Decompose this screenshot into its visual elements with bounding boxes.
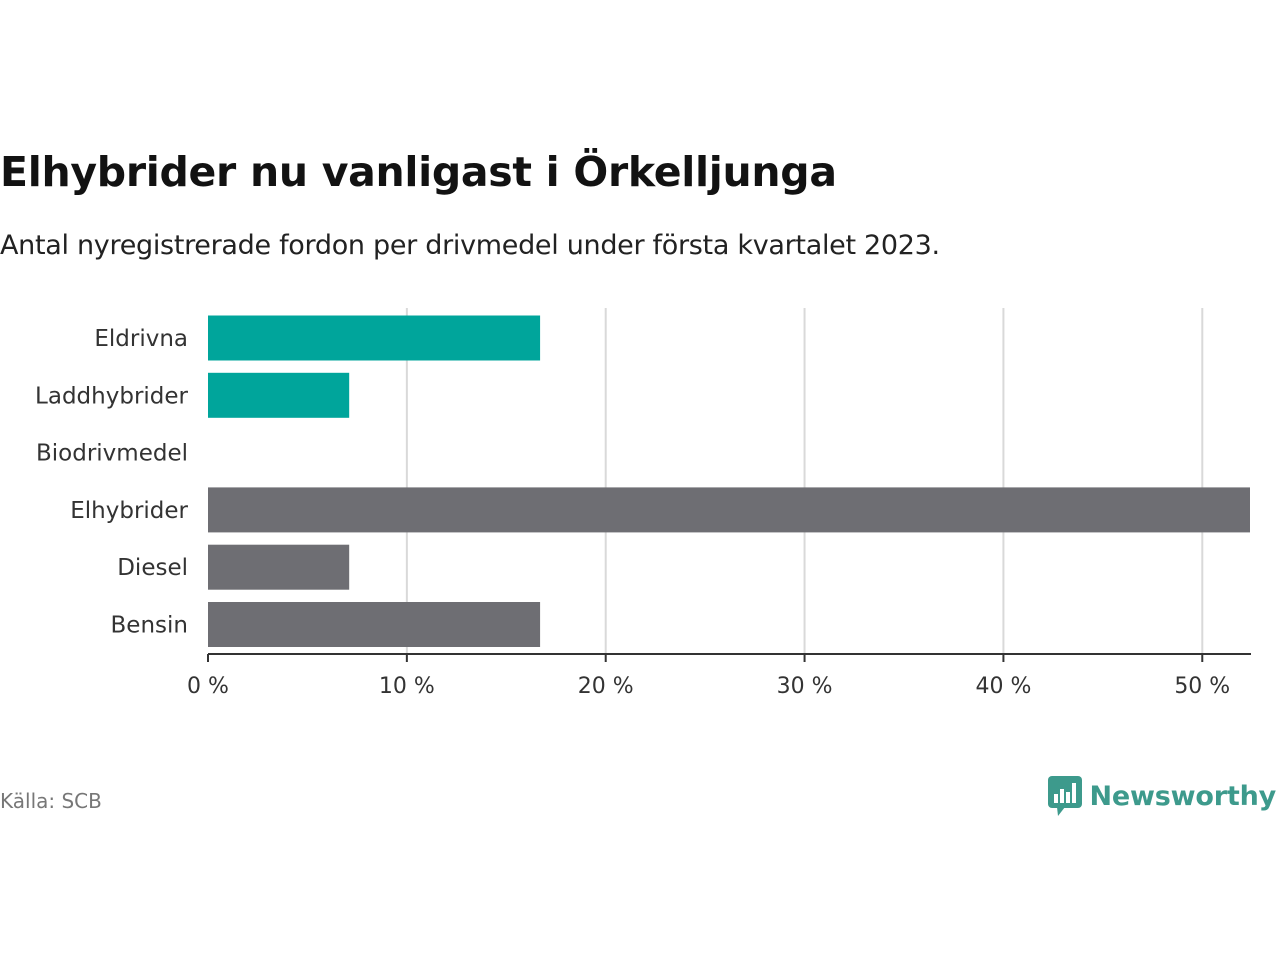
brand-name: Newsworthy bbox=[1089, 780, 1277, 812]
category-labels: Eldrivna Laddhybrider Biodrivmedel Elhybrid… bbox=[35, 326, 188, 639]
category-label: Bensin bbox=[111, 613, 188, 639]
x-tick-label: 30 % bbox=[777, 674, 833, 699]
brand-logo: Newsworthy bbox=[1047, 776, 1277, 816]
bar bbox=[208, 602, 541, 647]
category-label: Eldrivna bbox=[94, 326, 188, 352]
category-label: Elhybrider bbox=[70, 498, 188, 524]
category-label: Diesel bbox=[117, 555, 188, 581]
bar-chart: Eldrivna Laddhybrider Biodrivmedel Elhybrid… bbox=[35, 308, 1251, 699]
bar bbox=[208, 544, 350, 590]
bar bbox=[208, 372, 350, 418]
category-label: Laddhybrider bbox=[35, 383, 188, 409]
bar bbox=[208, 487, 1250, 533]
x-tick-label: 10 % bbox=[379, 674, 435, 699]
x-tick-label: 40 % bbox=[975, 674, 1031, 699]
bar bbox=[208, 315, 541, 361]
x-axis: 0 % 10 % 20 % 30 % 40 % 50 % bbox=[187, 653, 1251, 699]
chart-subtitle: Antal nyregistrerade fordon per drivmede… bbox=[0, 230, 940, 261]
grid-lines bbox=[405, 308, 1204, 654]
source-note: Källa: SCB bbox=[0, 789, 102, 813]
bar-chart-speech-icon bbox=[1047, 776, 1082, 816]
x-tick-label: 20 % bbox=[578, 674, 634, 699]
chart-title: Elhybrider nu vanligast i Örkelljunga bbox=[0, 148, 837, 196]
x-tick-label: 0 % bbox=[187, 674, 229, 699]
category-label: Biodrivmedel bbox=[36, 441, 188, 467]
bars bbox=[208, 315, 1250, 647]
x-tick-label: 50 % bbox=[1174, 674, 1230, 699]
